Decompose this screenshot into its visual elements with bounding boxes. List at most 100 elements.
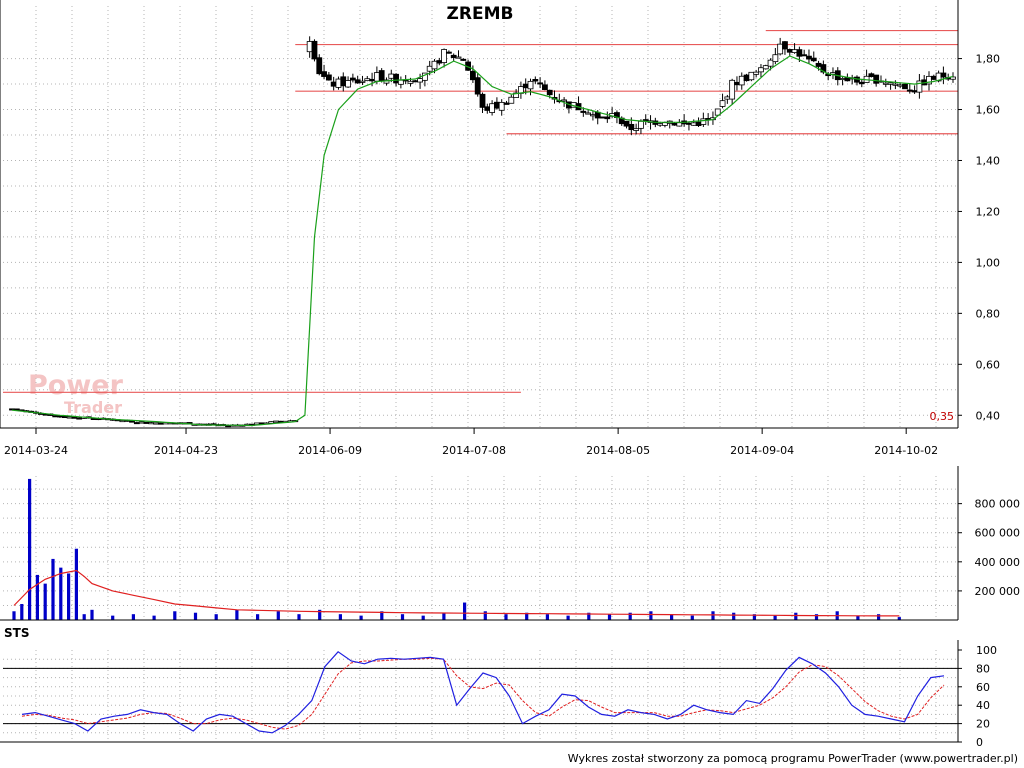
candle-body — [148, 422, 155, 425]
volume-bar — [814, 614, 819, 620]
volume-bar — [318, 609, 322, 620]
candle-body — [52, 415, 59, 418]
x-tick-label: 2014-10-02 — [874, 444, 938, 457]
candle-body — [782, 41, 788, 50]
sts-panel-title: STS — [4, 626, 29, 640]
volume-tick-label: 400 000 — [975, 556, 1021, 569]
candle-body — [66, 416, 73, 419]
volume-average-line — [13, 569, 900, 617]
x-tick-label: 2014-03-24 — [4, 444, 68, 457]
candle-body — [412, 80, 419, 83]
chart-title: ZREMB — [447, 4, 514, 24]
volume-bar — [752, 614, 756, 620]
volume-bar — [670, 614, 674, 620]
candle-body — [748, 71, 755, 81]
volume-bar — [877, 614, 881, 620]
sts-k-line — [21, 651, 945, 734]
candle-body — [138, 421, 145, 424]
volume-bar — [483, 611, 487, 620]
volume-bar — [90, 609, 94, 620]
watermark-trader: Trader — [64, 398, 122, 417]
candle-body — [354, 79, 361, 84]
candle-body — [316, 57, 323, 75]
volume-bar — [59, 567, 63, 620]
candle-body — [258, 422, 265, 425]
candle-body — [364, 78, 371, 82]
candle-body — [340, 76, 347, 87]
candle-body — [436, 60, 443, 64]
axis-labels: 0,40 0,60 0,80 1,00 1,20 1,40 1,60 1,80 0,35 2014… — [4, 53, 1020, 749]
candle-body — [892, 83, 899, 86]
volume-bar — [732, 612, 736, 620]
volume-tick-label: 200 000 — [975, 585, 1021, 598]
candle-body — [57, 415, 63, 418]
volume-bar — [421, 615, 425, 620]
candle-body — [450, 54, 457, 58]
volume-bar — [20, 604, 24, 620]
watermark: Power Trader — [28, 370, 124, 417]
candle-body — [455, 56, 462, 59]
volume-grid — [3, 476, 958, 620]
candle-body — [585, 112, 592, 115]
candle-body — [484, 106, 491, 111]
candle-body — [431, 60, 438, 70]
candle-body — [119, 420, 126, 423]
volume-bar — [773, 615, 777, 620]
volume-bar — [400, 614, 405, 620]
candle-body — [882, 82, 889, 85]
volume-bar — [35, 574, 39, 620]
volume-bar — [359, 615, 363, 620]
candle-body — [786, 49, 793, 53]
price-tick-label: 0,80 — [976, 307, 1001, 320]
candle-body — [311, 40, 318, 60]
volume-bar — [463, 602, 467, 620]
volume-bar — [43, 583, 47, 620]
candle-body — [916, 80, 923, 93]
candle-body — [76, 417, 83, 420]
candle-body — [686, 122, 692, 125]
sts-tick-label: 0 — [976, 736, 983, 749]
price-tick-label: 1,40 — [976, 154, 1001, 167]
volume-bar — [152, 615, 156, 620]
candle-body — [527, 80, 534, 90]
candle-body — [815, 62, 822, 67]
volume-bar — [51, 558, 55, 620]
candle-body — [758, 67, 764, 73]
candle-body — [369, 78, 375, 82]
sts-tick-label: 20 — [976, 718, 990, 731]
candle-body — [839, 78, 846, 81]
candle-body — [662, 122, 668, 126]
last-value-label: 0,35 — [930, 410, 955, 423]
candle-body — [820, 64, 827, 73]
candle-body — [873, 74, 880, 84]
candle-body — [532, 79, 539, 82]
candle-body — [930, 75, 937, 80]
candle-body — [700, 118, 707, 125]
candle-body — [806, 55, 812, 60]
price-tick-label: 1,00 — [976, 256, 1001, 269]
volume-bar — [173, 611, 177, 620]
candle-body — [373, 72, 380, 82]
candle-body — [345, 80, 351, 88]
x-tick-label: 2014-07-08 — [442, 444, 506, 457]
volume-bar — [67, 573, 71, 620]
candle-body — [729, 79, 736, 100]
candle-body — [676, 122, 683, 127]
candle-body — [460, 58, 467, 61]
volume-bar — [12, 611, 16, 620]
candle-body — [902, 83, 908, 90]
volume-bar — [276, 611, 280, 620]
candle-body — [494, 101, 500, 109]
candle-body — [724, 96, 731, 100]
candle-body — [503, 102, 510, 105]
candle-body — [590, 114, 596, 117]
candle-body — [762, 65, 769, 70]
price-tick-label: 1,80 — [976, 53, 1001, 66]
candle-body — [599, 116, 606, 119]
candle-body — [542, 84, 548, 91]
candle-body — [738, 75, 745, 86]
candle-body — [734, 81, 740, 86]
price-tick-label: 0,40 — [976, 409, 1001, 422]
candle-body — [868, 73, 875, 78]
candle-body — [157, 422, 164, 425]
